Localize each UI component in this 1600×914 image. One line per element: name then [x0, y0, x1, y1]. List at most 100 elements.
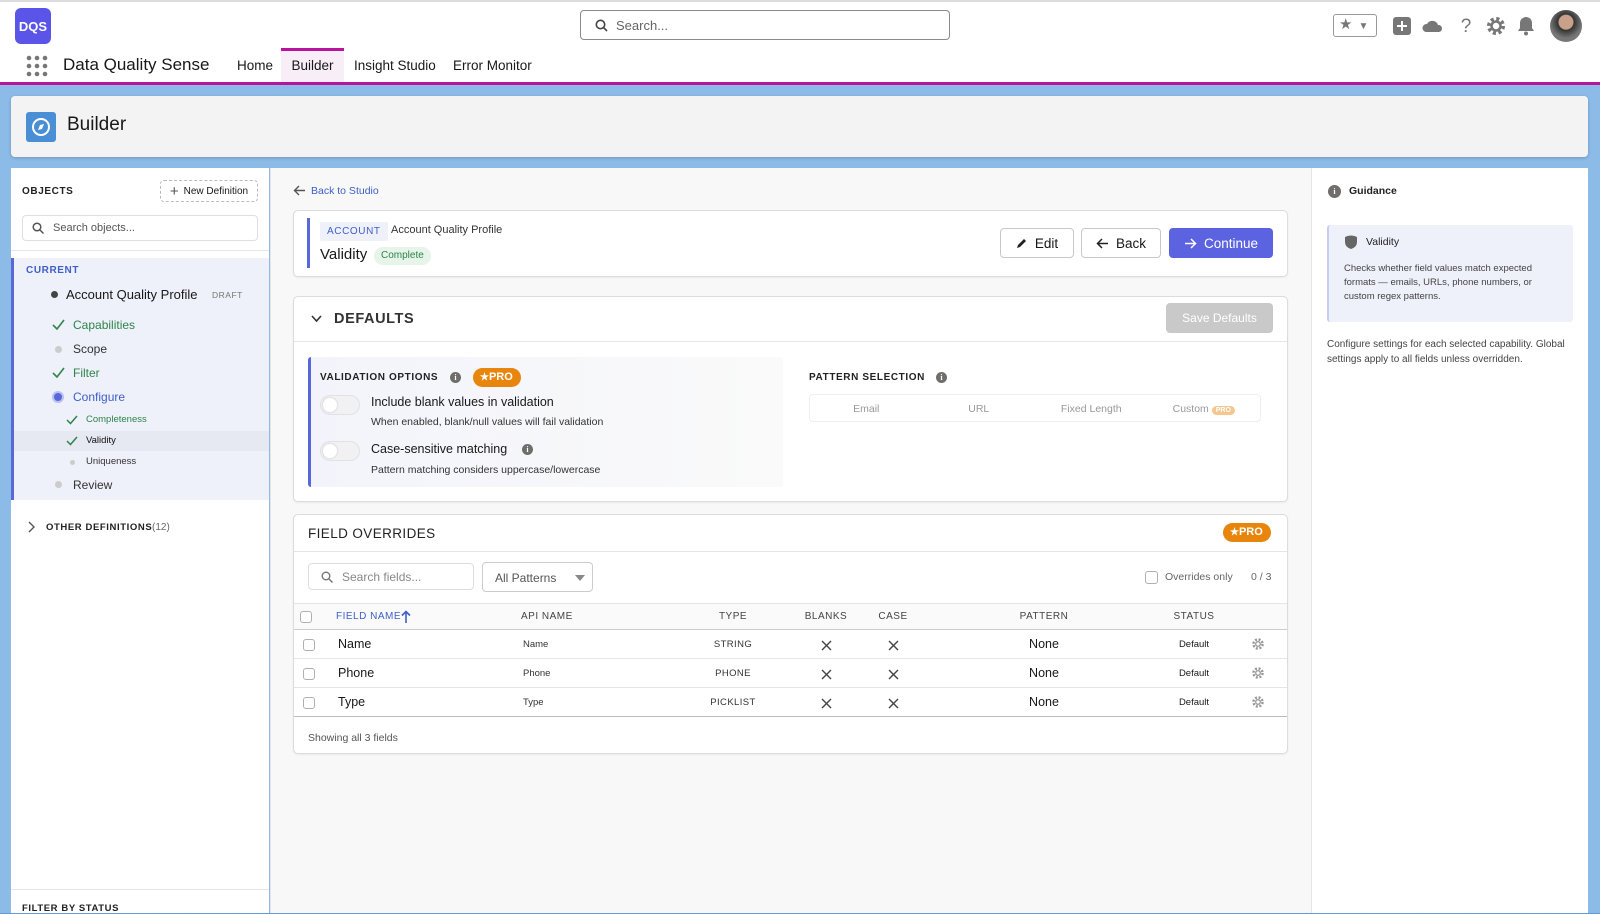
- check-icon: [52, 319, 65, 330]
- decoration: [1255, 641, 1261, 647]
- table-row: [294, 630, 1287, 659]
- substep-current[interactable]: Validity: [86, 435, 116, 446]
- step[interactable]: Filter: [73, 366, 100, 380]
- row-settings[interactable]: [1252, 696, 1264, 711]
- field-search[interactable]: Search fields...: [308, 563, 474, 590]
- pattern-option[interactable]: Fixed Length: [1035, 395, 1148, 421]
- decoration: +: [169, 182, 179, 200]
- info-icon: i: [936, 372, 947, 383]
- nav-item-active[interactable]: Builder: [281, 48, 344, 82]
- edit-button[interactable]: Edit: [1000, 228, 1074, 258]
- decoration: [1252, 667, 1264, 679]
- row-settings[interactable]: [1252, 667, 1264, 682]
- info-icon: i: [522, 444, 533, 455]
- column-header-sorted[interactable]: FIELD NAME: [336, 611, 402, 622]
- profile-name[interactable]: Account Quality Profile: [66, 287, 198, 302]
- step[interactable]: Capabilities: [73, 318, 136, 332]
- overrides-checkbox[interactable]: [1145, 571, 1158, 584]
- section-title: DEFAULTS: [334, 311, 415, 327]
- checkbox[interactable]: [303, 639, 315, 651]
- checkbox[interactable]: [303, 668, 315, 680]
- column-header[interactable]: PATTERN: [1019, 611, 1069, 622]
- nav-item[interactable]: Error Monitor: [453, 58, 532, 73]
- button-label: Continue: [1203, 235, 1259, 251]
- nav-item[interactable]: Home: [237, 58, 274, 73]
- search-icon: [32, 222, 44, 234]
- chevron-right[interactable]: [28, 521, 36, 533]
- substep[interactable]: Uniqueness: [86, 456, 137, 467]
- decoration: [1422, 20, 1443, 32]
- favorites[interactable]: ★ ▼: [1333, 14, 1377, 37]
- validation-options-panel: [308, 357, 783, 487]
- search-icon: [321, 571, 333, 583]
- pattern-option[interactable]: Email: [810, 395, 923, 421]
- step[interactable]: Scope: [73, 342, 108, 356]
- continue-button[interactable]: Continue: [1169, 228, 1273, 258]
- step[interactable]: Review: [73, 478, 113, 492]
- pattern-label: URL: [968, 403, 990, 415]
- guidance-text: Configure settings for each selected cap…: [1327, 339, 1565, 365]
- global-search[interactable]: Search...: [580, 10, 950, 40]
- new-definition-button[interactable]: + New Definition: [160, 180, 258, 202]
- blanks-icon: [821, 639, 832, 654]
- pattern: None: [1029, 695, 1059, 709]
- substep[interactable]: Completeness: [86, 414, 147, 425]
- notifications-icon[interactable]: [1516, 15, 1536, 36]
- column-header[interactable]: TYPE: [718, 611, 748, 622]
- object-search[interactable]: Search objects...: [22, 215, 258, 241]
- button-label: Save Defaults: [1182, 311, 1257, 325]
- decoration: [52, 319, 65, 330]
- step-active[interactable]: Configure: [73, 390, 126, 404]
- checkbox[interactable]: [300, 611, 312, 623]
- search-icon: [595, 19, 608, 32]
- field-overrides-card: [293, 514, 1288, 754]
- toggle[interactable]: [320, 395, 360, 415]
- checkbox[interactable]: [303, 697, 315, 709]
- decoration: [888, 640, 899, 651]
- avatar[interactable]: [1550, 10, 1582, 42]
- decoration: [32, 222, 42, 232]
- capability-title: Validity: [320, 246, 368, 263]
- chevron-down[interactable]: [311, 315, 322, 323]
- back-button[interactable]: Back: [1081, 228, 1161, 258]
- page-title: Builder: [67, 114, 127, 135]
- add-icon[interactable]: [1392, 16, 1412, 36]
- settings-icon[interactable]: [1486, 16, 1506, 36]
- nav-item[interactable]: Insight Studio: [354, 58, 436, 73]
- pattern-label: Custom: [1172, 403, 1209, 415]
- save-defaults-button[interactable]: Save Defaults: [1166, 303, 1273, 333]
- field-count: 0 / 3: [1251, 571, 1272, 583]
- help-icon[interactable]: ?: [1458, 16, 1474, 36]
- pattern-selection-label: PATTERN SELECTION: [809, 372, 925, 383]
- cloud-icon[interactable]: [1422, 17, 1444, 35]
- decoration: [321, 571, 331, 581]
- current-label: CURRENT: [26, 265, 80, 276]
- decoration: [888, 640, 899, 651]
- other-definitions[interactable]: OTHER DEFINITIONS: [46, 522, 153, 533]
- back-link[interactable]: Back to Studio: [311, 185, 379, 197]
- column-header[interactable]: STATUS: [1173, 611, 1215, 622]
- toggle[interactable]: [320, 441, 360, 461]
- decoration: [26, 71, 32, 77]
- page-icon: [26, 112, 56, 142]
- divider: [294, 341, 1287, 342]
- pattern: None: [1029, 666, 1059, 680]
- decoration: [26, 63, 32, 69]
- column-header[interactable]: BLANKS: [804, 611, 848, 622]
- logo[interactable]: DQS: [15, 8, 51, 44]
- info-icon: i: [1328, 185, 1341, 198]
- app-launcher[interactable]: [26, 55, 48, 77]
- search-placeholder: Search...: [616, 18, 669, 33]
- decoration: [1255, 699, 1261, 705]
- check-icon: [66, 415, 78, 425]
- card-text: Checks whether field values match expect…: [1344, 263, 1532, 302]
- profile-name: Account Quality Profile: [391, 224, 503, 236]
- column-header[interactable]: API NAME: [521, 611, 573, 622]
- column-header[interactable]: CASE: [878, 611, 908, 622]
- decoration: [888, 669, 899, 680]
- pattern-option[interactable]: Custom PRO: [1148, 395, 1261, 421]
- row-settings[interactable]: [1252, 638, 1264, 653]
- pattern-option[interactable]: URL: [923, 395, 1036, 421]
- filter-label: FILTER BY STATUS: [22, 903, 120, 914]
- pattern-filter[interactable]: All Patterns: [482, 562, 593, 592]
